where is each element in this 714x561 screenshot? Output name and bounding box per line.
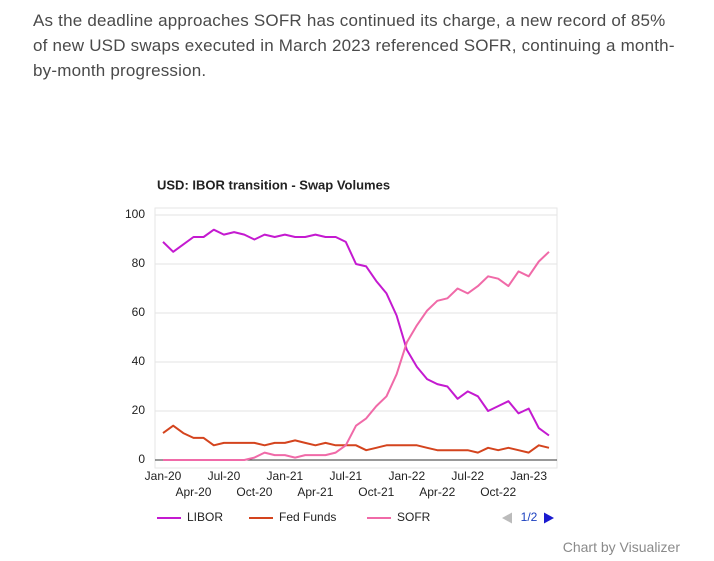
y-tick-label: 80 bbox=[132, 256, 146, 270]
x-tick-label: Jul-20 bbox=[208, 469, 241, 483]
series-line bbox=[162, 228, 550, 437]
series-line bbox=[163, 251, 550, 461]
x-tick-label: Jan-21 bbox=[267, 469, 304, 483]
y-tick-label: 100 bbox=[125, 207, 145, 221]
plot-frame bbox=[154, 207, 558, 469]
series-line bbox=[162, 424, 550, 454]
x-tick-label: Jul-22 bbox=[451, 469, 484, 483]
y-tick-label: 40 bbox=[132, 354, 146, 368]
y-tick-label: 0 bbox=[138, 452, 145, 466]
y-tick-label: 20 bbox=[132, 403, 146, 417]
pager[interactable]: 1/2 bbox=[502, 510, 554, 524]
pager-prev[interactable] bbox=[502, 512, 512, 524]
x-tick-label: Apr-22 bbox=[419, 485, 455, 499]
chart-title: USD: IBOR transition - Swap Volumes bbox=[157, 177, 390, 192]
legend-label: LIBOR bbox=[187, 510, 223, 524]
legend-label: SOFR bbox=[397, 510, 431, 524]
x-tick-label: Oct-22 bbox=[480, 485, 516, 499]
x-tick-label: Jan-20 bbox=[145, 469, 182, 483]
x-tick-label: Oct-21 bbox=[358, 485, 394, 499]
legend-label: Fed Funds bbox=[279, 510, 336, 524]
x-tick-label: Oct-20 bbox=[236, 485, 272, 499]
y-tick-label: 60 bbox=[132, 305, 146, 319]
pager-next[interactable] bbox=[544, 512, 554, 524]
x-tick-label: Apr-21 bbox=[297, 485, 333, 499]
credit: Chart by Visualizer bbox=[562, 539, 680, 555]
x-tick-label: Jan-22 bbox=[388, 469, 425, 483]
intro-text: As the deadline approaches SOFR has cont… bbox=[33, 11, 675, 80]
x-tick-label: Jul-21 bbox=[329, 469, 362, 483]
pager-label: 1/2 bbox=[521, 510, 538, 524]
x-tick-label: Jan-23 bbox=[510, 469, 547, 483]
x-tick-label: Apr-20 bbox=[175, 485, 211, 499]
